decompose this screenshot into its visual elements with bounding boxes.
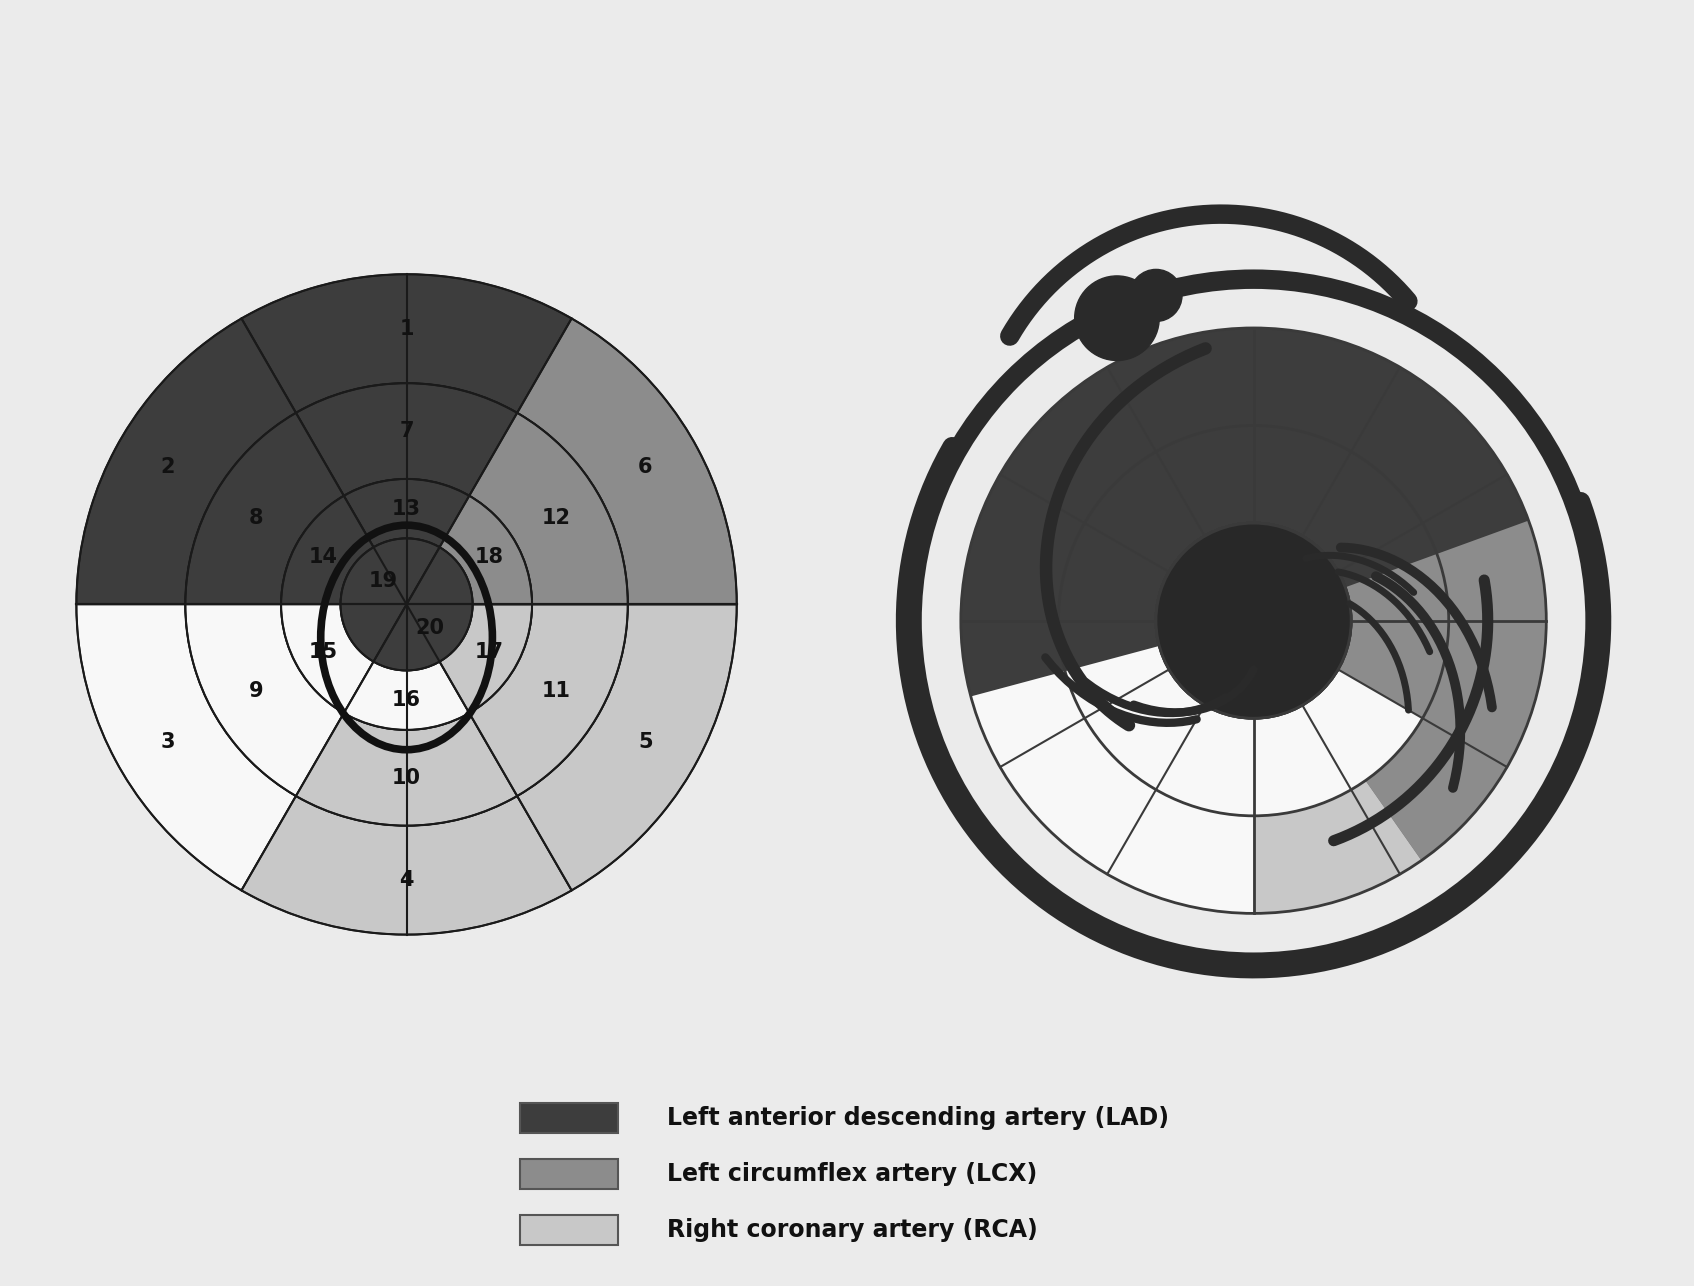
Text: 19: 19 (369, 571, 398, 592)
Text: 9: 9 (249, 682, 264, 701)
Text: 3: 3 (161, 732, 174, 752)
Text: 7: 7 (400, 421, 413, 441)
Wedge shape (76, 319, 296, 604)
Wedge shape (185, 413, 344, 604)
Circle shape (960, 328, 1547, 913)
Wedge shape (296, 712, 517, 826)
Wedge shape (439, 604, 532, 712)
Circle shape (1074, 276, 1159, 360)
Text: 20: 20 (415, 617, 444, 638)
Wedge shape (517, 319, 737, 604)
Wedge shape (242, 796, 571, 935)
Wedge shape (1254, 521, 1547, 860)
Circle shape (1155, 523, 1352, 719)
Wedge shape (439, 496, 532, 604)
Text: Right coronary artery (RCA): Right coronary artery (RCA) (667, 1218, 1038, 1242)
Text: 8: 8 (249, 508, 264, 527)
Wedge shape (374, 548, 473, 670)
Wedge shape (469, 604, 628, 796)
Circle shape (1130, 269, 1182, 322)
Text: 13: 13 (391, 499, 422, 518)
Text: 1: 1 (400, 319, 413, 338)
Text: 10: 10 (391, 768, 422, 788)
Text: Left circumflex artery (LCX): Left circumflex artery (LCX) (667, 1163, 1038, 1186)
Text: 18: 18 (474, 547, 505, 567)
Text: 16: 16 (391, 691, 422, 710)
Wedge shape (1084, 621, 1423, 815)
Text: 4: 4 (400, 871, 413, 890)
Wedge shape (344, 478, 469, 548)
Wedge shape (296, 383, 517, 496)
Wedge shape (242, 274, 571, 413)
Text: 17: 17 (474, 642, 505, 662)
Wedge shape (281, 496, 374, 604)
Wedge shape (971, 621, 1254, 913)
Wedge shape (344, 661, 469, 730)
Wedge shape (76, 604, 296, 890)
Text: 12: 12 (542, 508, 571, 527)
Text: Left anterior descending artery (LAD): Left anterior descending artery (LAD) (667, 1106, 1169, 1130)
Bar (520, 1215, 618, 1245)
Wedge shape (340, 539, 439, 661)
Wedge shape (1254, 621, 1421, 913)
Text: 15: 15 (308, 642, 339, 662)
Bar (520, 1103, 618, 1133)
Text: 14: 14 (308, 547, 339, 567)
Text: 2: 2 (161, 457, 174, 477)
Text: 11: 11 (542, 682, 571, 701)
Wedge shape (469, 413, 628, 604)
Bar (520, 1159, 618, 1190)
Text: 6: 6 (639, 457, 652, 477)
Circle shape (1155, 523, 1352, 719)
Text: 5: 5 (639, 732, 652, 752)
Wedge shape (517, 604, 737, 890)
Wedge shape (281, 604, 374, 712)
Wedge shape (185, 604, 344, 796)
